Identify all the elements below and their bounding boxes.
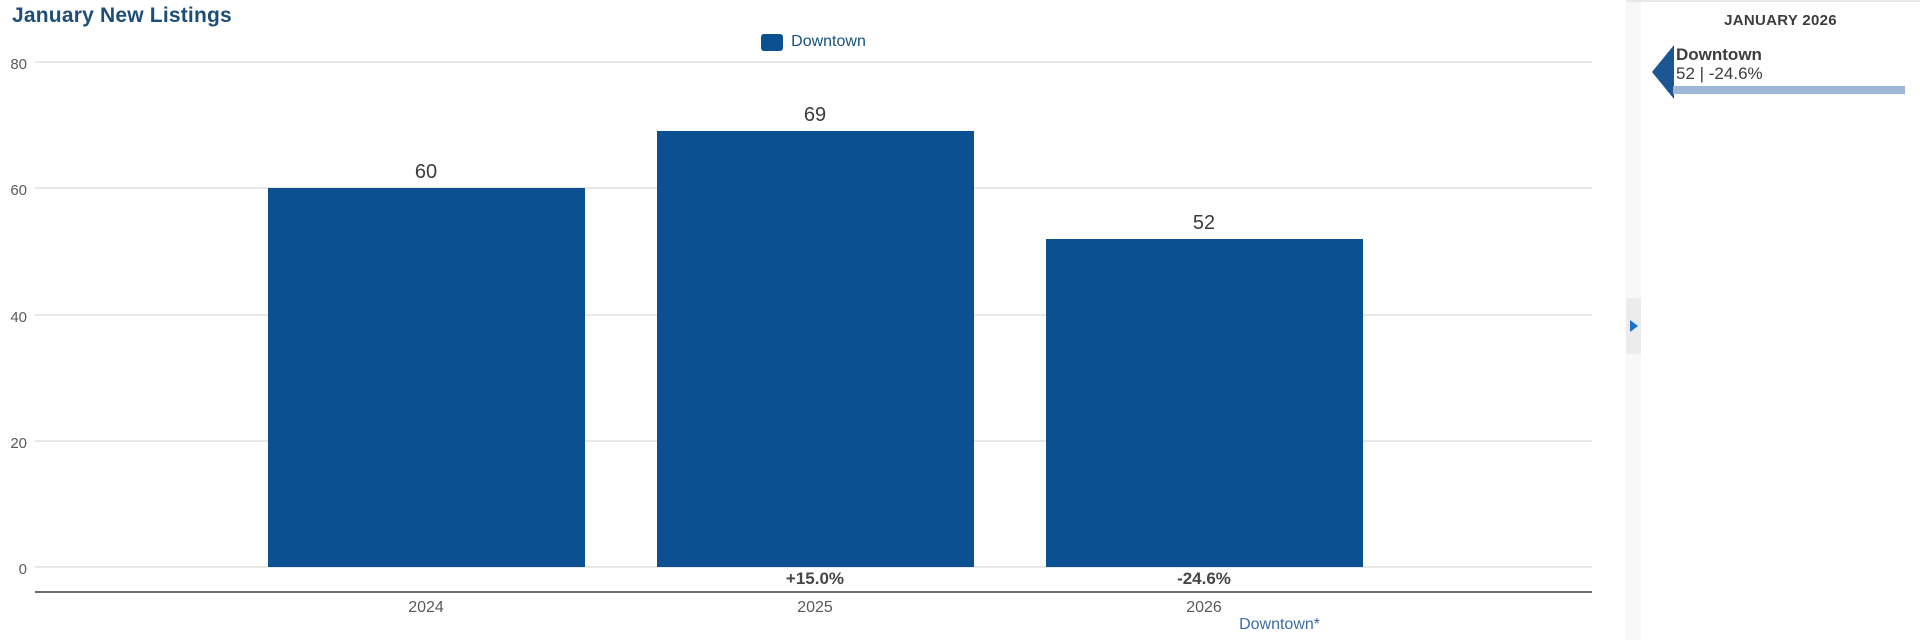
bar-value-label-2024: 60: [414, 161, 438, 183]
bar-2024[interactable]: [267, 188, 585, 567]
bar-2025[interactable]: [656, 131, 974, 567]
bar-value-label-2025: 69: [803, 104, 827, 126]
bar-change-label-2025: +15.0%: [785, 569, 845, 588]
sidebar-item-name: Downtown: [1676, 45, 1762, 64]
sidebar-item-value-bar: [1673, 86, 1905, 94]
legend-item-downtown[interactable]: Downtown: [761, 33, 866, 51]
bookmark-arrow-icon: [1652, 45, 1674, 99]
gridline-0: [35, 566, 1592, 568]
y-tick-label-80: 80: [10, 56, 27, 73]
bar-value-label-2026: 52: [1192, 212, 1216, 234]
bar-2026[interactable]: [1045, 239, 1363, 567]
summary-sidebar: JANUARY 2026 Downtown 52 | -24.6%: [1641, 0, 1920, 640]
sidebar-item-stats: 52 | -24.6%: [1676, 64, 1763, 83]
y-tick-label-40: 40: [10, 308, 27, 326]
x-axis-line: [35, 591, 1592, 593]
downtown-footnote-link[interactable]: Downtown*: [1239, 616, 1320, 633]
y-tick-label-20: 20: [10, 434, 27, 452]
bar-change-label-2026: -24.6%: [1177, 569, 1231, 588]
x-axis-label-2026: 2026: [1186, 599, 1222, 616]
x-axis-label-2024: 2024: [408, 599, 444, 616]
expand-panel-icon[interactable]: [1630, 320, 1638, 332]
sidebar-header: JANUARY 2026: [1724, 12, 1837, 29]
chart-title: January New Listings: [12, 4, 232, 27]
chart-legend: Downtown: [35, 31, 1592, 53]
gridline-80: [35, 61, 1592, 63]
y-tick-label-60: 60: [10, 182, 27, 200]
legend-swatch-icon: [761, 33, 784, 51]
splitter-thumb[interactable]: [1626, 298, 1641, 354]
bar-chart: January New Listings Downtown 0 20 40 60 80 6…: [10, 4, 1592, 633]
legend-label: Downtown: [791, 33, 866, 50]
y-tick-label-0: 0: [18, 561, 27, 578]
panel-splitter[interactable]: [1626, 0, 1641, 640]
x-axis-label-2025: 2025: [797, 599, 833, 616]
sidebar-item-downtown[interactable]: Downtown 52 | -24.6%: [1641, 43, 1920, 99]
